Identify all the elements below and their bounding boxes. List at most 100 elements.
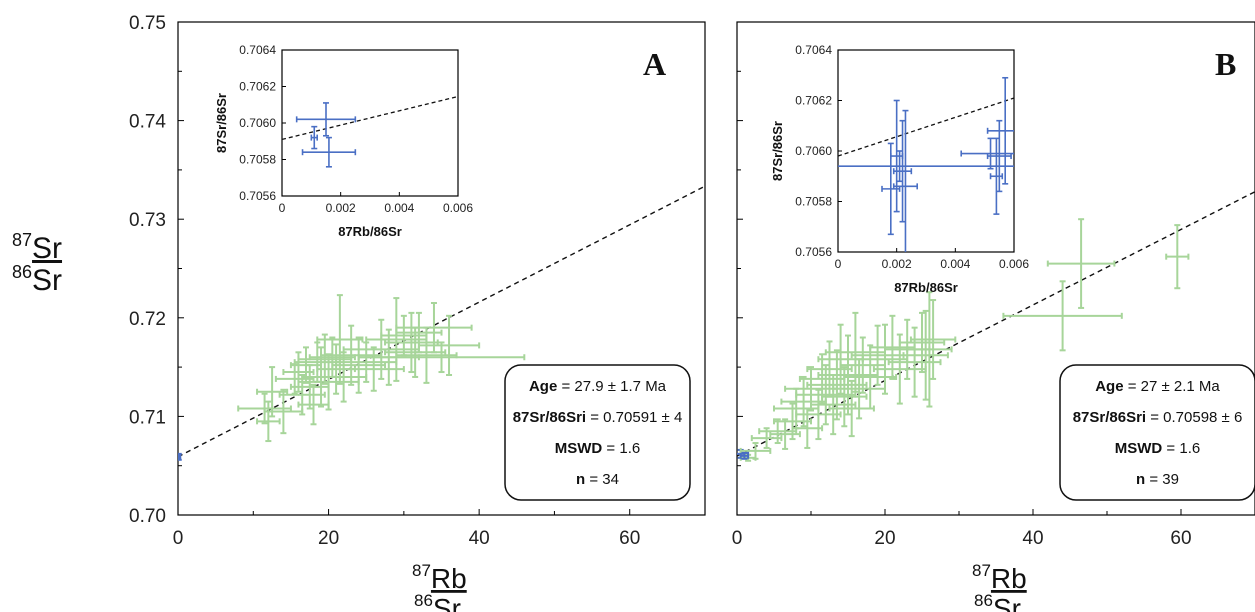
inset-x-tick-label: 0.004 xyxy=(384,201,414,215)
inset-regression-line xyxy=(282,95,458,141)
inset-data-point xyxy=(989,137,1004,215)
x-tick-label: 40 xyxy=(469,528,490,549)
info-box-key: MSWD xyxy=(555,440,603,457)
svg-text:86Sr: 86Sr xyxy=(974,591,1021,612)
y-tick-label: 0.73 xyxy=(129,210,166,231)
info-box-line: MSWD = 1.6 xyxy=(1115,440,1200,457)
info-box-value: = 34 xyxy=(585,471,619,488)
data-point xyxy=(357,341,526,374)
data-points xyxy=(178,294,526,461)
inset-data-point xyxy=(986,119,1012,193)
info-box-line: 87Sr/86Sri = 0.70598 ± 6 xyxy=(1073,409,1243,426)
y-label-top-sup: 87 xyxy=(12,230,32,250)
data-point xyxy=(297,333,353,385)
y-label-top: Sr xyxy=(32,232,62,265)
x-axis-label-a: 87Rb 86Sr xyxy=(412,561,467,612)
y-tick-label: 0.75 xyxy=(129,13,166,34)
svg-text:86Sr: 86Sr xyxy=(414,591,461,612)
info-box-line: Age = 27.9 ± 1.7 Ma xyxy=(529,378,667,395)
data-point xyxy=(898,311,946,374)
data-point xyxy=(902,309,949,401)
data-point xyxy=(1002,280,1123,352)
inset-data-point xyxy=(838,150,1014,183)
y-tick-label: 0.70 xyxy=(129,506,166,527)
data-point xyxy=(750,427,783,449)
info-box-value: = 0.70598 ± 6 xyxy=(1146,409,1242,426)
data-point xyxy=(316,294,364,385)
inset-x-label: 87Rb/86Sr xyxy=(338,224,402,239)
data-point xyxy=(178,452,182,461)
info-box: Age = 27 ± 2.1 Ma 87Sr/86Sri = 0.70598 ± … xyxy=(1059,364,1255,501)
inset-plot: 0.7056 0.7058 0.7060 0.7062 0.7064 0 0.002 0.00… xyxy=(214,43,473,239)
data-point xyxy=(263,388,304,435)
x-axis-label-b: 87Rb 86Sr xyxy=(972,561,1027,612)
inset-data-point xyxy=(986,76,1014,185)
svg-text:87Rb: 87Rb xyxy=(412,561,467,594)
info-box-line: n = 34 xyxy=(576,471,619,488)
inset-x-tick-label: 0 xyxy=(835,257,842,271)
inset-points xyxy=(295,102,357,168)
x-tick-label: 40 xyxy=(1022,528,1043,549)
info-box-value: = 39 xyxy=(1145,471,1179,488)
inset-x-tick-label: 0 xyxy=(279,201,286,215)
inset-y-tick-label: 0.7056 xyxy=(795,245,832,259)
y-axis-label: 87Sr 86Sr xyxy=(12,230,62,297)
panel-label: A xyxy=(643,46,666,82)
inset-x-tick-label: 0.002 xyxy=(326,201,356,215)
info-box-frame xyxy=(504,364,691,501)
inset-y-label: 87Sr/86Sr xyxy=(770,121,785,181)
inset-data-point xyxy=(310,125,319,150)
inset-x-tick-label: 0.002 xyxy=(882,257,912,271)
info-box-line: Age = 27 ± 2.1 Ma xyxy=(1095,378,1220,395)
data-point xyxy=(739,451,750,460)
inset-y-label: 87Sr/86Sr xyxy=(214,93,229,153)
y-tick-label: 0.72 xyxy=(129,309,166,330)
info-box-frame xyxy=(1059,364,1255,501)
x-tick-label: 20 xyxy=(874,528,895,549)
inset-data-point xyxy=(960,137,1014,170)
inset-x-label: 87Rb/86Sr xyxy=(894,280,958,295)
data-point xyxy=(395,302,473,354)
x-tick-label: 0 xyxy=(173,528,184,549)
panel-a: 0.70 0.71 0.72 0.73 0.74 0.75 0 20 40 60 A Age = 27… xyxy=(129,13,706,549)
x-tick-label: 20 xyxy=(318,528,339,549)
inset-frame xyxy=(837,49,1015,253)
x-tick-label: 60 xyxy=(1170,528,1191,549)
info-box-line: 87Sr/86Sri = 0.70591 ± 4 xyxy=(513,409,683,426)
regression-line xyxy=(737,191,1255,457)
data-point xyxy=(1046,218,1116,309)
inset-data-point xyxy=(301,136,357,168)
data-point xyxy=(906,291,953,408)
data-points xyxy=(737,218,1190,462)
info-box-key: 87Sr/86Sri xyxy=(1073,409,1146,426)
info-box-value: = 27.9 ± 1.7 Ma xyxy=(557,378,666,395)
info-box-value: = 27 ± 2.1 Ma xyxy=(1124,378,1221,395)
svg-text:87Rb: 87Rb xyxy=(972,561,1027,594)
info-box-key: n xyxy=(576,471,585,488)
inset-frame xyxy=(281,49,459,197)
data-point xyxy=(872,333,927,405)
inset-x-tick-label: 0.004 xyxy=(940,257,970,271)
info-box-line: MSWD = 1.6 xyxy=(555,440,640,457)
info-box-key: MSWD xyxy=(1115,440,1163,457)
inset-y-tick-label: 0.7060 xyxy=(795,144,832,158)
inset-y-tick-label: 0.7056 xyxy=(239,189,276,203)
data-point xyxy=(308,336,356,378)
inset-y-tick-label: 0.7062 xyxy=(795,94,832,108)
info-box-value: = 1.6 xyxy=(1162,440,1200,457)
inset-x-tick-label: 0.006 xyxy=(443,201,473,215)
data-point xyxy=(832,358,886,420)
data-point xyxy=(817,334,879,416)
y-label-bottom: Sr xyxy=(32,264,62,297)
svg-text:87Sr: 87Sr xyxy=(12,230,62,265)
inset-x-tick-label: 0.006 xyxy=(999,257,1029,271)
inset-y-tick-label: 0.7064 xyxy=(239,43,276,57)
x-tick-label: 60 xyxy=(619,528,640,549)
info-box-key: n xyxy=(1136,471,1145,488)
inset-y-tick-label: 0.7062 xyxy=(239,80,276,94)
data-point xyxy=(342,346,405,392)
inset-data-point xyxy=(892,109,919,252)
inset-plot: 0.7056 0.7058 0.7060 0.7062 0.7064 0 0.002 0.00… xyxy=(770,43,1029,295)
info-box: Age = 27.9 ± 1.7 Ma 87Sr/86Sri = 0.70591 … xyxy=(504,364,691,501)
